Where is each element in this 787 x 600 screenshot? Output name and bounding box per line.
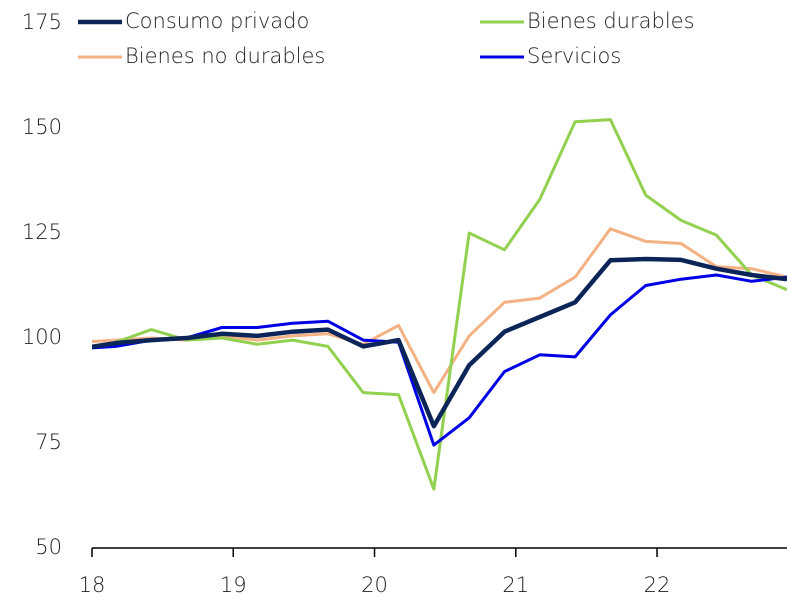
- series-line: [92, 273, 787, 447]
- y-tick-label: 75: [35, 430, 62, 454]
- y-tick-label: 125: [22, 220, 62, 244]
- legend-label: Bienes durables: [527, 9, 695, 33]
- series-line: [92, 227, 787, 395]
- x-tick-label: 20: [361, 573, 388, 597]
- x-tick-label: 21: [502, 573, 529, 597]
- x-tick-label: 19: [220, 573, 247, 597]
- plot-area: [92, 118, 787, 491]
- legend-label: Bienes no durables: [125, 44, 325, 68]
- series-line: [92, 118, 787, 491]
- y-tick-label: 175: [22, 10, 62, 34]
- y-tick-label: 150: [22, 115, 62, 139]
- x-tick-label: 18: [79, 573, 106, 597]
- legend-label: Servicios: [527, 44, 621, 68]
- series-line: [92, 256, 787, 429]
- y-tick-label: 50: [35, 535, 62, 559]
- x-tick-label: 22: [644, 573, 671, 597]
- y-tick-label: 100: [22, 325, 62, 349]
- legend-label: Consumo privado: [125, 9, 309, 33]
